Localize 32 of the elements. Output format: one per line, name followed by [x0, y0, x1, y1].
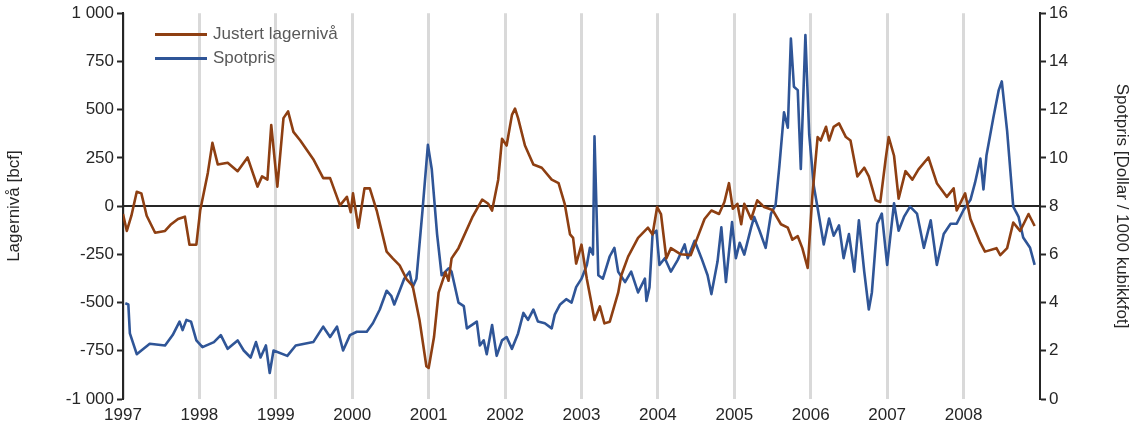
- y-tick-label: -750: [79, 340, 114, 360]
- y2-tick-label: 2: [1049, 340, 1059, 360]
- y2-tick-label: 16: [1049, 2, 1068, 22]
- x-tick-label: 2003: [562, 404, 601, 424]
- y2-axis-title: Spotpris [Dollar / 1000 kubikkfot]: [1113, 83, 1133, 329]
- x-tick-label: 2001: [409, 404, 448, 424]
- y-tick-label: 1 000: [71, 2, 114, 22]
- y2-tick-label: 12: [1049, 99, 1068, 119]
- y-tick-label: 0: [104, 195, 114, 215]
- y2-tick-label: 6: [1049, 244, 1059, 264]
- x-tick-label: 2004: [639, 404, 677, 424]
- y2-tick-label: 14: [1049, 51, 1068, 71]
- x-tick-label: 2007: [868, 404, 907, 424]
- x-tick-label: 2002: [486, 404, 524, 424]
- y-axis-title: Lagernivå [bcf]: [3, 150, 23, 262]
- x-tick-label: 1998: [180, 404, 219, 424]
- x-tick-label: 2005: [715, 404, 754, 424]
- x-tick-label: 1999: [256, 404, 295, 424]
- y-tick-label: -500: [79, 292, 114, 312]
- y2-tick-label: 0: [1049, 388, 1059, 408]
- x-tick-label: 2006: [791, 404, 830, 424]
- y2-tick-label: 8: [1049, 195, 1059, 215]
- y-tick-label: 750: [85, 51, 114, 71]
- x-tick-label: 2008: [944, 404, 983, 424]
- legend-label: Justert lagernivå: [213, 23, 338, 45]
- legend-label: Spotpris: [213, 47, 276, 69]
- y2-tick-label: 10: [1049, 147, 1068, 167]
- y-tick-label: -250: [79, 244, 114, 264]
- y-tick-label: 500: [85, 99, 114, 119]
- y-tick-label: 250: [85, 147, 114, 167]
- x-tick-label: 2000: [333, 404, 372, 424]
- y2-tick-label: 4: [1049, 292, 1059, 312]
